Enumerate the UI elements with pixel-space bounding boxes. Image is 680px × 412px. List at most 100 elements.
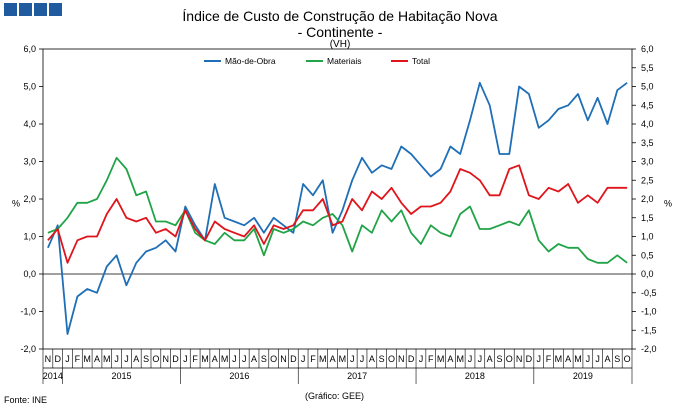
year-label: 2014 — [43, 371, 63, 381]
plot-frame — [42, 48, 633, 350]
y2-tick-label: 5,0 — [641, 82, 654, 92]
x-tick-label: M — [437, 354, 445, 364]
x-tick-label: D — [290, 354, 297, 364]
x-tick-label: M — [574, 354, 582, 364]
y-tick-label: 0,0 — [23, 269, 36, 279]
year-label: 2016 — [229, 371, 249, 381]
x-tick-label: N — [45, 354, 52, 364]
y-tick-label: 2,0 — [23, 194, 36, 204]
year-label: 2015 — [112, 371, 132, 381]
x-tick-label: J — [124, 354, 129, 364]
x-tick-label: M — [83, 354, 91, 364]
x-tick-label: S — [261, 354, 267, 364]
y-tick-label: 6,0 — [23, 44, 36, 54]
x-tick-label: M — [201, 354, 209, 364]
y2-tick-label: -1,5 — [641, 325, 657, 335]
y2-tick-label: 0,5 — [641, 250, 654, 260]
x-tick-label: J — [242, 354, 247, 364]
x-tick-label: O — [388, 354, 395, 364]
y2-tick-label: 3,0 — [641, 157, 654, 167]
x-tick-label: F — [546, 354, 552, 364]
x-tick-label: M — [319, 354, 327, 364]
x-tick-label: J — [586, 354, 591, 364]
x-tick-label: N — [398, 354, 405, 364]
x-tick-label: J — [232, 354, 237, 364]
x-tick-label: M — [221, 354, 229, 364]
x-tick-label: F — [428, 354, 434, 364]
x-tick-label: J — [65, 354, 70, 364]
x-tick-label: M — [456, 354, 464, 364]
y2-tick-label: 6,0 — [641, 44, 654, 54]
year-label: 2017 — [347, 371, 367, 381]
series-line-total — [47, 164, 628, 264]
x-tick-label: S — [379, 354, 385, 364]
x-tick-label: J — [419, 354, 424, 364]
y2-tick-label: -0,5 — [641, 288, 657, 298]
unit-note: (VH) — [329, 39, 351, 50]
y2-tick-label: 2,0 — [641, 194, 654, 204]
x-tick-label: J — [478, 354, 483, 364]
x-tick-label: S — [496, 354, 502, 364]
y-tick-label: 1,0 — [23, 232, 36, 242]
x-tick-label: N — [516, 354, 523, 364]
y2-tick-label: 4,0 — [641, 119, 654, 129]
x-tick-label: O — [270, 354, 277, 364]
x-tick-label: M — [339, 354, 347, 364]
source-note: Fonte: INE — [4, 395, 48, 405]
y2-axis-label: % — [664, 199, 672, 209]
y2-tick-label: -2,0 — [641, 344, 657, 354]
y-tick-label: -2,0 — [20, 344, 36, 354]
x-tick-label: O — [624, 354, 631, 364]
x-tick-label: A — [369, 354, 375, 364]
x-tick-label: A — [94, 354, 100, 364]
x-tick-label: J — [595, 354, 600, 364]
x-tick-label: D — [408, 354, 415, 364]
x-tick-label: S — [614, 354, 620, 364]
legend-label: Materiais — [327, 56, 361, 66]
y2-tick-label: 0,0 — [641, 269, 654, 279]
x-tick-label: F — [192, 354, 198, 364]
y2-tick-label: 2,5 — [641, 175, 654, 185]
x-tick-label: J — [183, 354, 188, 364]
y2-tick-label: 4,5 — [641, 100, 654, 110]
y2-tick-label: 1,0 — [641, 232, 654, 242]
x-tick-label: J — [114, 354, 119, 364]
legend-label: Total — [412, 56, 430, 66]
x-tick-label: J — [301, 354, 306, 364]
y2-tick-label: -1,0 — [641, 307, 657, 317]
brand-logo — [4, 3, 62, 16]
year-label: 2019 — [573, 371, 593, 381]
x-tick-label: S — [143, 354, 149, 364]
x-tick-label: A — [487, 354, 493, 364]
x-tick-label: J — [360, 354, 365, 364]
x-tick-label: J — [536, 354, 541, 364]
x-tick-label: A — [604, 354, 610, 364]
y-tick-label: 3,0 — [23, 157, 36, 167]
x-tick-label: A — [330, 354, 336, 364]
x-tick-label: M — [555, 354, 563, 364]
y-tick-label: 5,0 — [23, 82, 36, 92]
x-tick-label: A — [133, 354, 139, 364]
chart-subtitle: - Continente - — [297, 24, 383, 40]
x-tick-label: D — [172, 354, 179, 364]
y2-tick-label: 3,5 — [641, 138, 654, 148]
y2-tick-label: 1,5 — [641, 213, 654, 223]
series-line-materiais — [47, 156, 628, 264]
x-tick-label: A — [251, 354, 257, 364]
x-tick-label: J — [468, 354, 473, 364]
x-tick-label: M — [103, 354, 111, 364]
y2-tick-label: 5,5 — [641, 63, 654, 73]
x-tick-label: A — [447, 354, 453, 364]
x-tick-label: D — [526, 354, 533, 364]
x-tick-label: A — [565, 354, 571, 364]
x-tick-label: N — [280, 354, 287, 364]
y-tick-label: -1,0 — [20, 307, 36, 317]
x-tick-label: F — [310, 354, 316, 364]
year-label: 2018 — [465, 371, 485, 381]
x-tick-label: D — [54, 354, 61, 364]
y-tick-label: 4,0 — [23, 119, 36, 129]
y-axis-label: % — [12, 199, 20, 209]
x-tick-label: A — [212, 354, 218, 364]
x-tick-label: J — [350, 354, 355, 364]
